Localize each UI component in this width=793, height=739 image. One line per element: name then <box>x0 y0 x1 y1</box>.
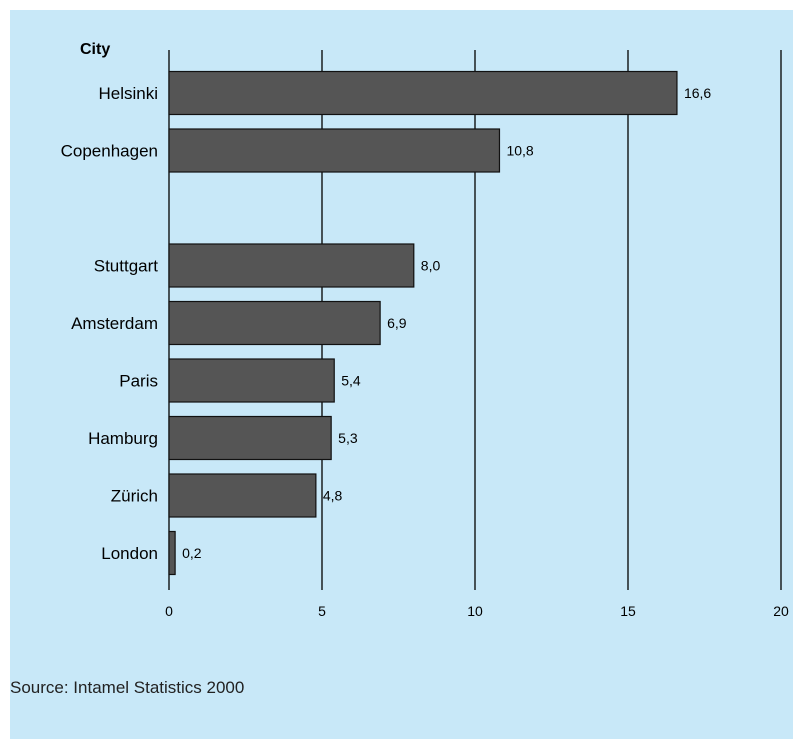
x-tick-label-10: 10 <box>467 603 483 619</box>
value-label-z-rich: 4,8 <box>323 488 343 504</box>
value-label-london: 0,2 <box>182 545 202 561</box>
value-label-hamburg: 5,3 <box>338 430 358 446</box>
source-note: Source: Intamel Statistics 2000 <box>10 678 245 697</box>
x-tick-label-0: 0 <box>165 603 173 619</box>
category-label-stuttgart: Stuttgart <box>94 257 159 276</box>
bar-amsterdam <box>168 300 381 346</box>
category-label-z-rich: Zürich <box>111 487 158 506</box>
chart-panel: 0 5 10 15 20 Helsinki 16,6 Copenhagen 10,8 Stuttg… <box>10 10 793 739</box>
value-label-helsinki: 16,6 <box>684 85 711 101</box>
bar-hamburg <box>168 415 332 461</box>
bar-london <box>168 530 176 576</box>
category-label-helsinki: Helsinki <box>98 84 158 103</box>
bar-chart: 0 5 10 15 20 Helsinki 16,6 Copenhagen 10,8 Stuttg… <box>61 41 789 619</box>
value-label-copenhagen: 10,8 <box>506 143 533 159</box>
x-tick-label-15: 15 <box>620 603 636 619</box>
bars <box>168 70 678 576</box>
category-label-paris: Paris <box>119 372 158 391</box>
category-axis-title: City <box>80 41 110 58</box>
bar-helsinki <box>168 70 678 116</box>
category-label-hamburg: Hamburg <box>88 429 158 448</box>
value-label-amsterdam: 6,9 <box>387 315 407 331</box>
value-label-stuttgart: 8,0 <box>421 258 441 274</box>
bar-paris <box>168 358 335 403</box>
x-tick-label-5: 5 <box>318 603 326 619</box>
bar-z-rich <box>168 473 317 518</box>
category-label-copenhagen: Copenhagen <box>61 142 158 161</box>
category-label-amsterdam: Amsterdam <box>71 314 158 333</box>
category-label-london: London <box>101 544 158 563</box>
x-tick-label-20: 20 <box>773 603 789 619</box>
bar-copenhagen <box>168 128 501 173</box>
labels: 0 5 10 15 20 Helsinki 16,6 Copenhagen 10,8 Stuttg… <box>61 84 789 619</box>
value-label-paris: 5,4 <box>341 373 361 389</box>
bar-stuttgart <box>168 243 415 288</box>
